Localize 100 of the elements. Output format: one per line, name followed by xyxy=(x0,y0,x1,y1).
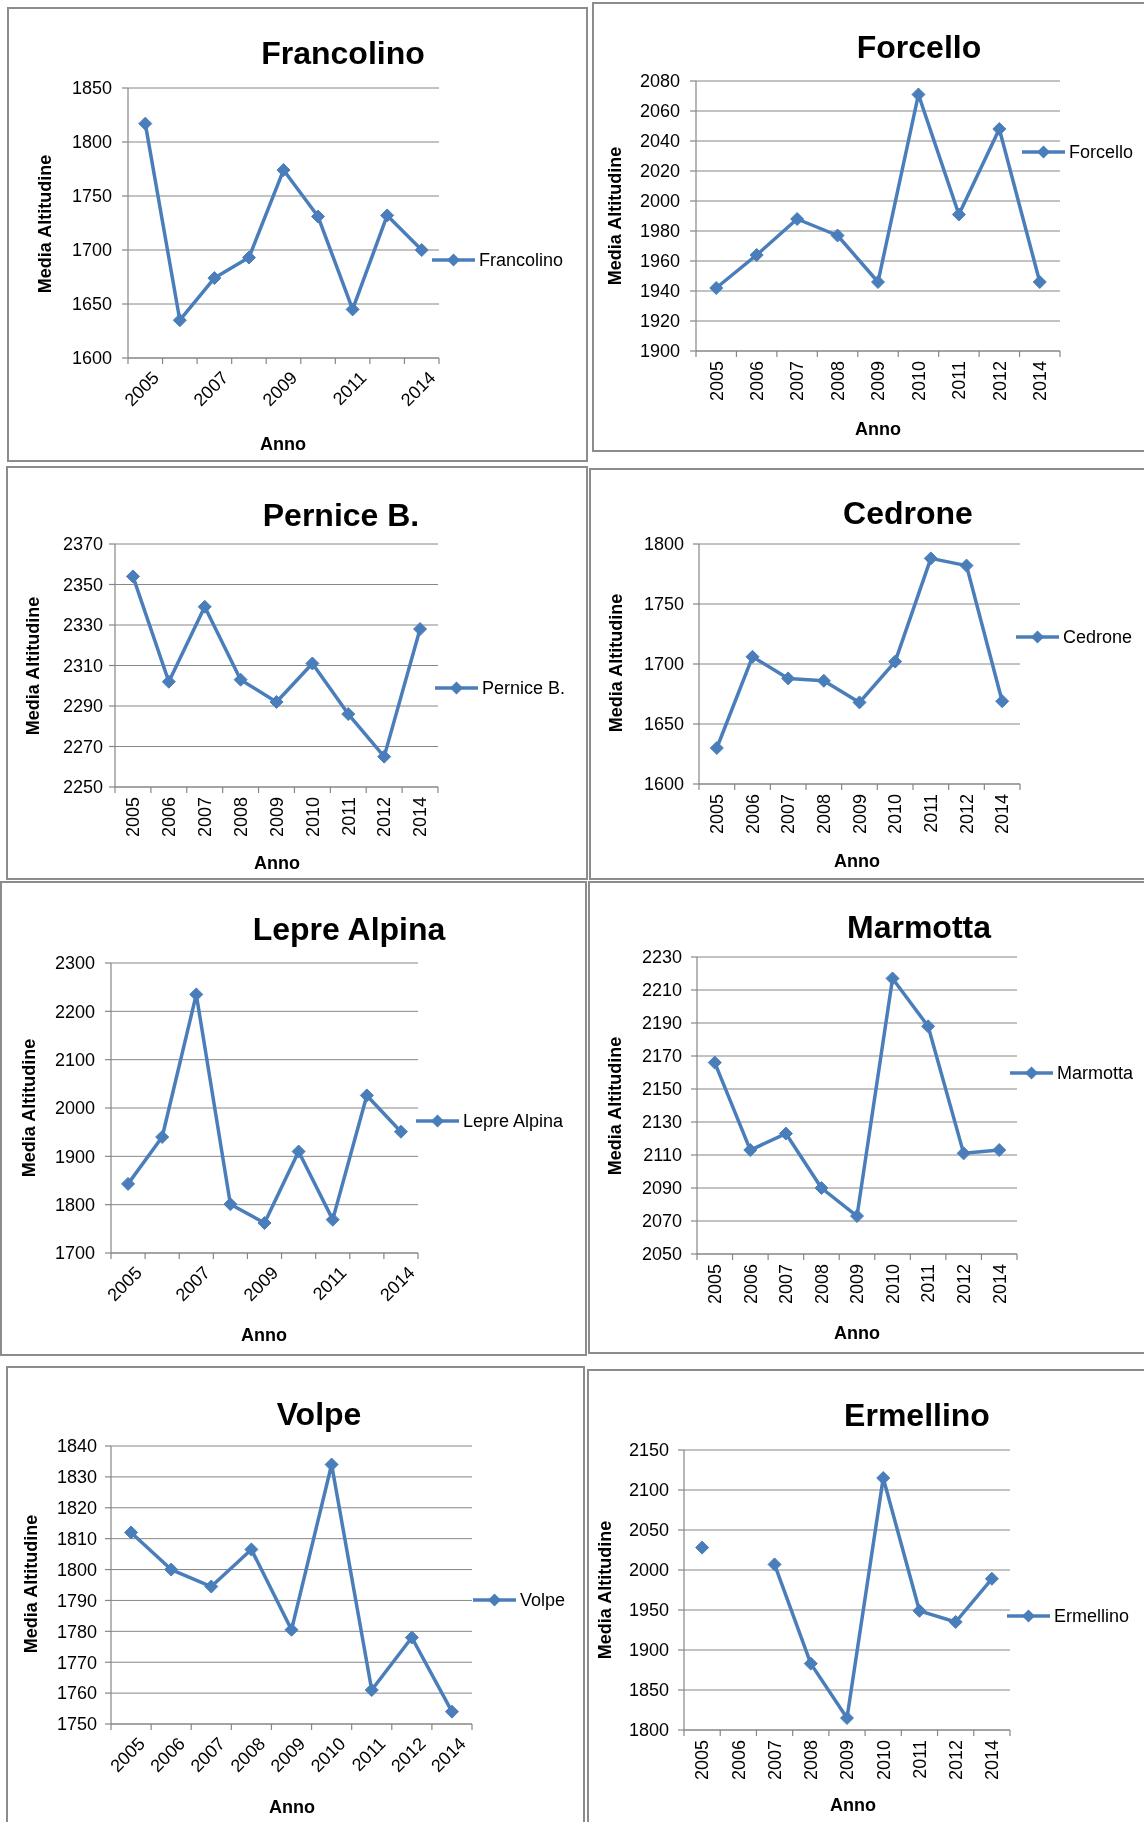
point xyxy=(984,1571,999,1586)
point xyxy=(380,208,395,223)
x-tick-label: 2012 xyxy=(989,361,1010,402)
x-tick-label: 2005 xyxy=(706,361,727,402)
x-tick-label: 2014 xyxy=(992,794,1013,835)
y-tick-label: 2210 xyxy=(641,980,682,1001)
y-tick-label: 1750 xyxy=(56,1714,97,1735)
point xyxy=(778,1126,793,1141)
y-tick-label: 1830 xyxy=(56,1467,97,1488)
y-tick-label: 1800 xyxy=(54,1194,95,1215)
point xyxy=(707,1055,722,1070)
y-tick-label: 1850 xyxy=(628,1680,669,1701)
y-tick-label: 1700 xyxy=(71,240,112,261)
point xyxy=(709,281,724,295)
x-tick-label: 2014 xyxy=(410,797,431,838)
x-tick-label: 2006 xyxy=(742,794,763,835)
point xyxy=(830,228,845,243)
y-tick-label: 1780 xyxy=(56,1621,97,1642)
y-axis-title: Media Altitudine xyxy=(606,593,627,733)
y-axis-title: Media Altitudine xyxy=(19,1038,40,1178)
y-tick-label: 1920 xyxy=(639,311,680,332)
x-tick-label: 2005 xyxy=(692,1740,713,1781)
point xyxy=(138,116,153,131)
y-tick-label: 1600 xyxy=(643,774,684,795)
y-tick-label: 2270 xyxy=(62,736,103,757)
x-axis-title: Anno xyxy=(834,1323,880,1343)
point xyxy=(921,1019,936,1034)
point xyxy=(124,1525,139,1540)
point xyxy=(341,707,356,722)
point xyxy=(284,1622,299,1637)
point xyxy=(233,672,248,687)
x-tick-label: 2008 xyxy=(230,797,251,838)
x-tick-label: 2005 xyxy=(123,797,144,838)
point xyxy=(164,1562,179,1577)
y-tick-label: 1900 xyxy=(639,341,680,362)
point xyxy=(325,1212,340,1227)
point xyxy=(311,209,326,224)
x-tick-label: 2006 xyxy=(728,1740,749,1781)
x-tick-label: 2011 xyxy=(918,1264,939,1303)
point xyxy=(951,207,966,222)
legend-label: Francolino xyxy=(479,250,564,271)
y-tick-label: 2250 xyxy=(62,777,103,798)
y-tick-label: 1700 xyxy=(643,654,684,675)
y-tick-label: 2230 xyxy=(641,947,682,968)
y-tick-label: 1850 xyxy=(71,78,112,99)
point xyxy=(244,1542,259,1557)
point xyxy=(959,558,974,573)
y-tick-label: 1810 xyxy=(56,1528,97,1549)
point xyxy=(155,1130,170,1144)
point xyxy=(393,1124,408,1139)
point xyxy=(767,1557,782,1572)
y-tick-label: 1800 xyxy=(56,1559,97,1580)
x-axis-title: Anno xyxy=(834,851,880,871)
point xyxy=(223,1197,238,1212)
point xyxy=(276,163,291,178)
y-tick-label: 2330 xyxy=(62,615,103,636)
y-tick-label: 1950 xyxy=(628,1600,669,1621)
x-tick-label: 2010 xyxy=(882,1264,903,1305)
y-axis-title: Media Altitudine xyxy=(605,146,626,286)
x-tick-label: 2009 xyxy=(837,1740,858,1781)
x-tick-label: 2006 xyxy=(746,361,767,402)
x-tick-label: 2014 xyxy=(1030,361,1051,402)
point xyxy=(1032,275,1047,289)
x-tick-label: 2011 xyxy=(338,797,359,836)
x-tick-label: 2008 xyxy=(801,1740,822,1781)
y-axis-title: Media Altitudine xyxy=(595,1520,616,1660)
point xyxy=(888,654,903,669)
legend-label: Pernice B. xyxy=(482,678,566,699)
point xyxy=(204,1579,219,1594)
chart-title: Pernice B. xyxy=(262,497,420,533)
point xyxy=(257,1216,272,1231)
y-tick-label: 2370 xyxy=(62,534,103,555)
y-tick-label: 1980 xyxy=(639,221,680,242)
y-tick-label: 2000 xyxy=(54,1098,95,1119)
point xyxy=(414,243,429,257)
x-tick-label: 2011 xyxy=(949,361,970,400)
x-tick-label: 2009 xyxy=(868,361,889,402)
y-axis-title: Media Altitudine xyxy=(35,154,56,294)
x-tick-label: 2012 xyxy=(953,1264,974,1305)
x-axis-title: Anno xyxy=(241,1325,287,1345)
point xyxy=(885,971,900,986)
y-tick-label: 2130 xyxy=(641,1112,682,1133)
y-tick-label: 1600 xyxy=(71,348,112,369)
point xyxy=(852,695,867,710)
x-tick-label: 2009 xyxy=(849,794,870,835)
y-tick-label: 1750 xyxy=(71,186,112,207)
x-tick-label: 2006 xyxy=(159,797,180,838)
x-tick-label: 2005 xyxy=(705,1264,726,1305)
y-tick-label: 1800 xyxy=(643,534,684,555)
point xyxy=(125,569,140,584)
x-tick-label: 2007 xyxy=(776,1264,797,1305)
point xyxy=(207,271,222,286)
x-axis-title: Anno xyxy=(260,434,306,454)
y-tick-label: 2100 xyxy=(628,1480,669,1501)
x-tick-label: 2008 xyxy=(811,1264,832,1305)
point xyxy=(995,694,1010,709)
point xyxy=(345,302,360,317)
point xyxy=(816,673,831,688)
y-tick-label: 2050 xyxy=(628,1520,669,1541)
legend-label: Lepre Alpina xyxy=(463,1111,565,1132)
